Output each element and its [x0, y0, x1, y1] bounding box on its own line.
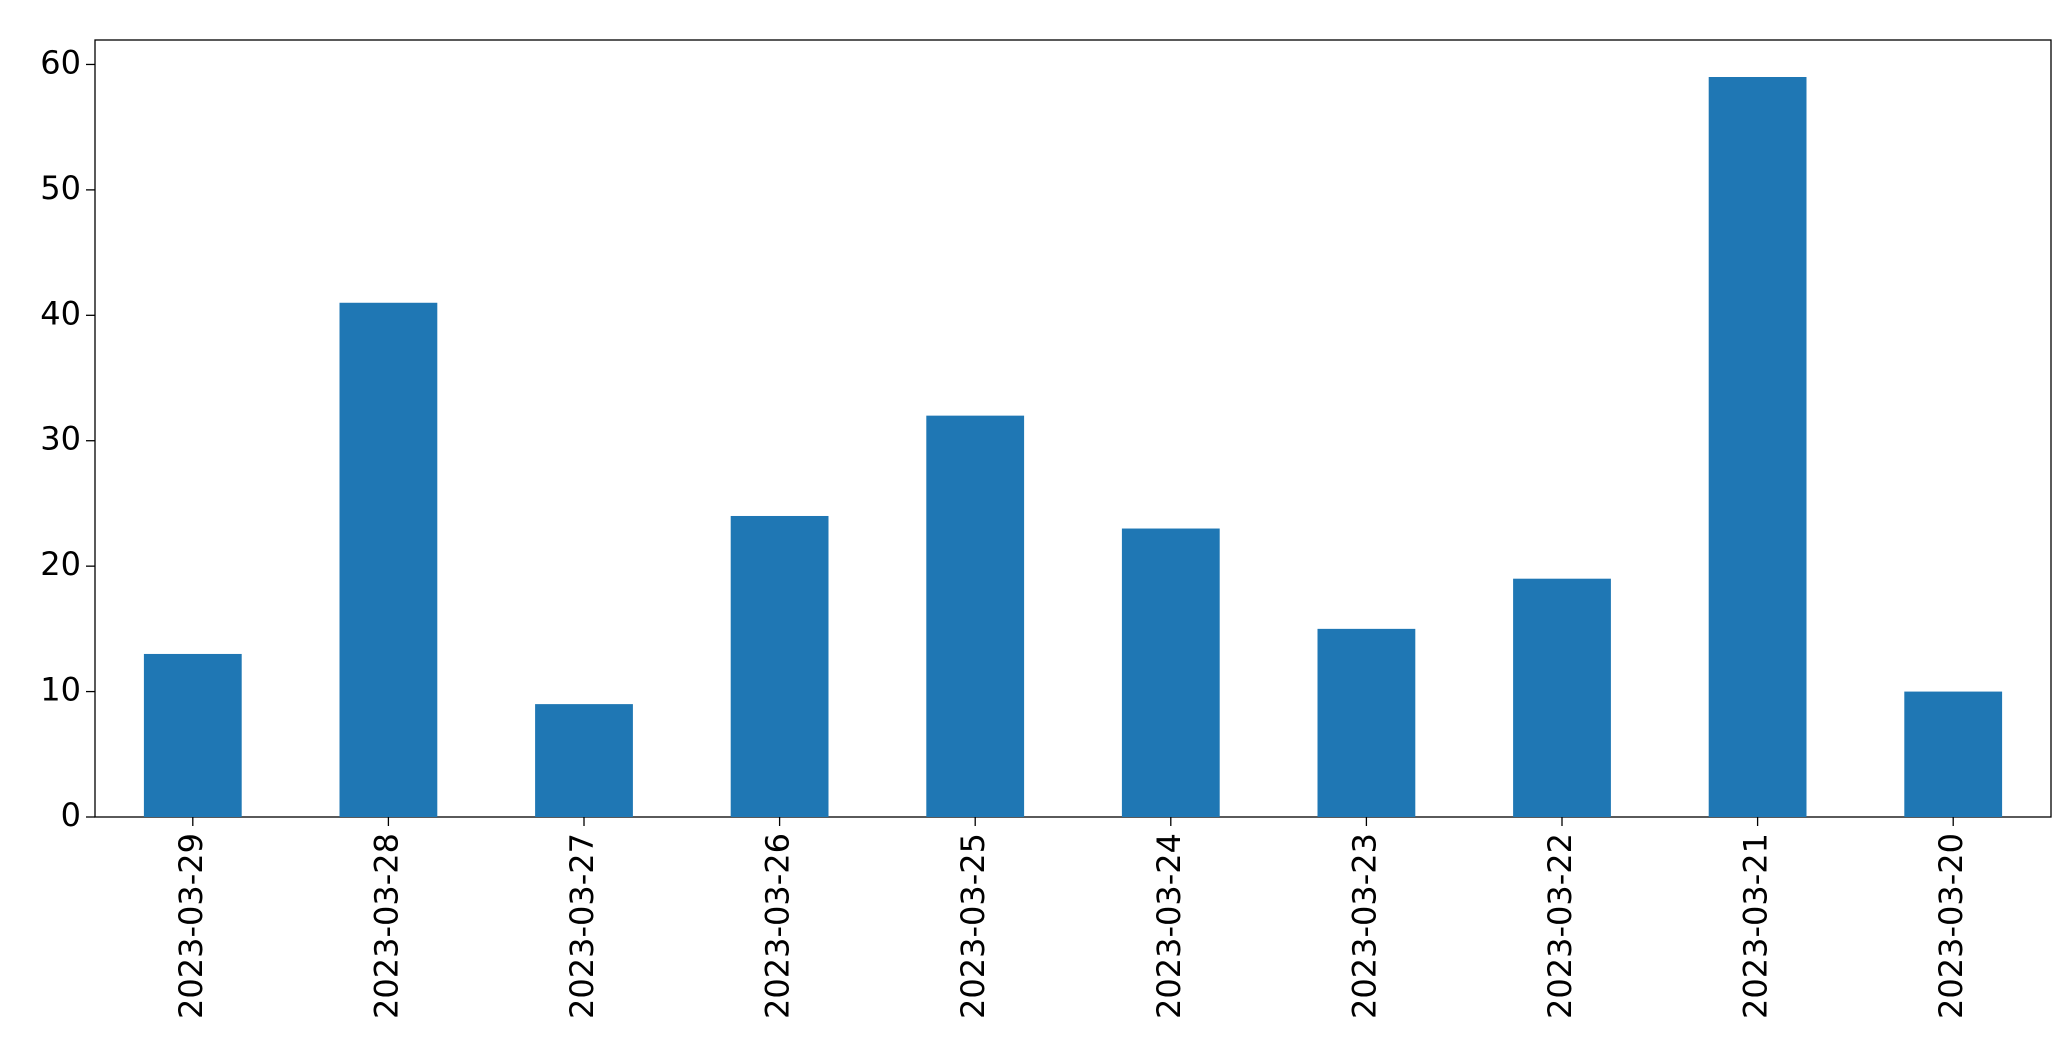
bar	[535, 704, 633, 817]
bar	[1317, 628, 1416, 817]
bar	[1904, 691, 2003, 817]
bar	[1121, 528, 1220, 817]
x-tick-label: 2023-03-29	[172, 833, 210, 1019]
y-tick-label: 50	[40, 169, 81, 207]
y-tick-label: 20	[40, 545, 81, 583]
x-tick-label: 2023-03-22	[1541, 833, 1579, 1019]
x-tick-label: 2023-03-28	[367, 833, 405, 1019]
y-tick-label: 30	[40, 420, 81, 458]
bar	[926, 415, 1025, 817]
y-tick-label: 0	[61, 796, 81, 834]
plot-frame	[94, 39, 2052, 818]
bar	[1513, 578, 1611, 817]
bar	[1708, 77, 1807, 817]
x-tick-label: 2023-03-26	[759, 833, 797, 1019]
bar	[143, 653, 242, 817]
x-tick-label: 2023-03-23	[1345, 833, 1383, 1019]
x-tick-label: 2023-03-24	[1150, 833, 1188, 1019]
y-tick-label: 60	[40, 43, 81, 81]
bar	[730, 515, 829, 817]
y-tick-label: 10	[40, 671, 81, 709]
x-tick-label: 2023-03-25	[954, 833, 992, 1019]
x-tick-label: 2023-03-21	[1737, 833, 1775, 1019]
x-tick-label: 2023-03-27	[563, 833, 601, 1019]
y-tick-label: 40	[40, 294, 81, 332]
x-tick-label: 2023-03-20	[1932, 833, 1970, 1019]
bar	[339, 302, 438, 818]
